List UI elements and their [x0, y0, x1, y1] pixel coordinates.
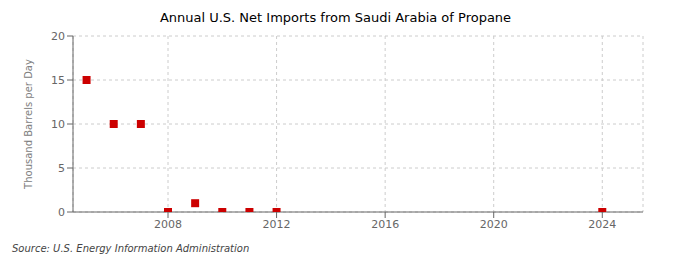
- svg-text:2020: 2020: [480, 218, 508, 231]
- svg-text:5: 5: [58, 162, 65, 175]
- svg-text:2008: 2008: [154, 218, 182, 231]
- svg-text:10: 10: [51, 118, 65, 131]
- svg-text:Thousand Barrels per Day: Thousand Barrels per Day: [23, 59, 34, 190]
- svg-text:0: 0: [58, 206, 65, 219]
- svg-text:2012: 2012: [263, 218, 291, 231]
- svg-text:2016: 2016: [371, 218, 399, 231]
- html-text:Source: U.S. Energy Informatio: Source: U.S. Energy Information Administ…: [12, 243, 250, 254]
- svg-text:15: 15: [51, 74, 65, 87]
- svg-text:2024: 2024: [588, 218, 616, 231]
- svg-text:20: 20: [51, 30, 65, 43]
- html-text:Annual U.S. Net Imports from S: Annual U.S. Net Imports from Saudi Arabi…: [159, 10, 512, 25]
